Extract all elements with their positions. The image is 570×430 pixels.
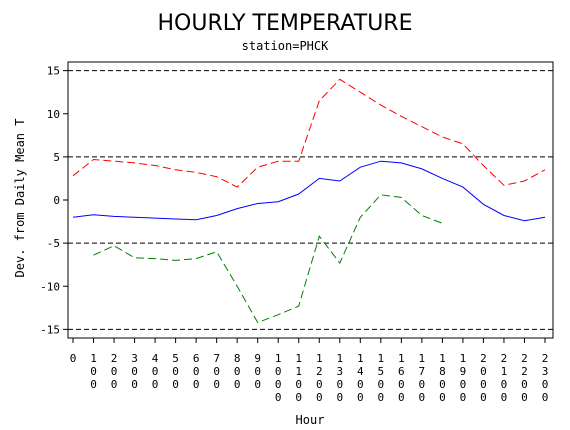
x-axis-label: Hour [296,413,325,427]
series-line-1 [72,78,546,188]
y-axis: -15 -10 -5 0 5 10 15 [40,65,68,336]
chart-title: HOURLY TEMPERATURE [158,11,413,36]
y-tick-label: 5 [53,151,60,164]
y-tick-label: -10 [40,280,60,293]
series-line-2 [72,160,546,222]
y-tick-label: 10 [47,108,60,121]
y-tick-label: 0 [53,194,60,207]
chart-subtitle: station=PHCK [242,39,329,53]
y-tick-label: 15 [47,65,60,78]
x-tick-label: 0 [70,352,77,365]
series-layer [72,78,546,324]
series-line-3 [93,194,443,324]
y-tick-label: -15 [40,323,60,336]
y-axis-label: Dev. from Daily Mean T [13,119,27,278]
plot-frame [67,61,554,339]
y-tick-label: -5 [47,237,60,250]
reference-lines [68,70,553,330]
x-axis: 0 1 0 0 2 0 0 3 0 0 4 0 0 5 0 0 6 0 0 7 0 0 8 0 0 9 0 0 1 0 0 0 1 1 0 0 1 2 0 0… [70,338,549,404]
